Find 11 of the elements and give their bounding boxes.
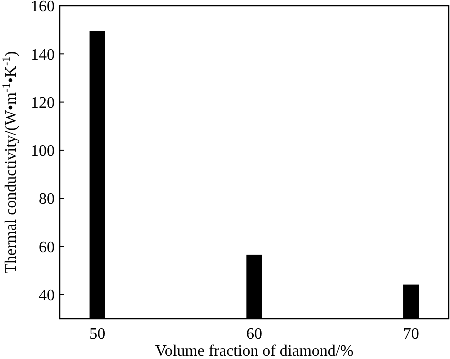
x-axis-title: Volume fraction of diamond/% bbox=[155, 343, 354, 359]
y-tick-label: 40 bbox=[39, 288, 55, 305]
y-tick-label: 140 bbox=[31, 46, 55, 64]
x-tick-label: 50 bbox=[90, 326, 106, 343]
y-tick-label: 120 bbox=[31, 94, 55, 112]
y-tick-label: 160 bbox=[31, 0, 55, 16]
y-tick-label: 60 bbox=[39, 239, 55, 256]
x-tick-label: 70 bbox=[403, 326, 420, 343]
y-tick-label: 80 bbox=[39, 191, 55, 208]
x-tick-label: 60 bbox=[246, 326, 262, 343]
y-tick-label: 100 bbox=[31, 143, 55, 160]
